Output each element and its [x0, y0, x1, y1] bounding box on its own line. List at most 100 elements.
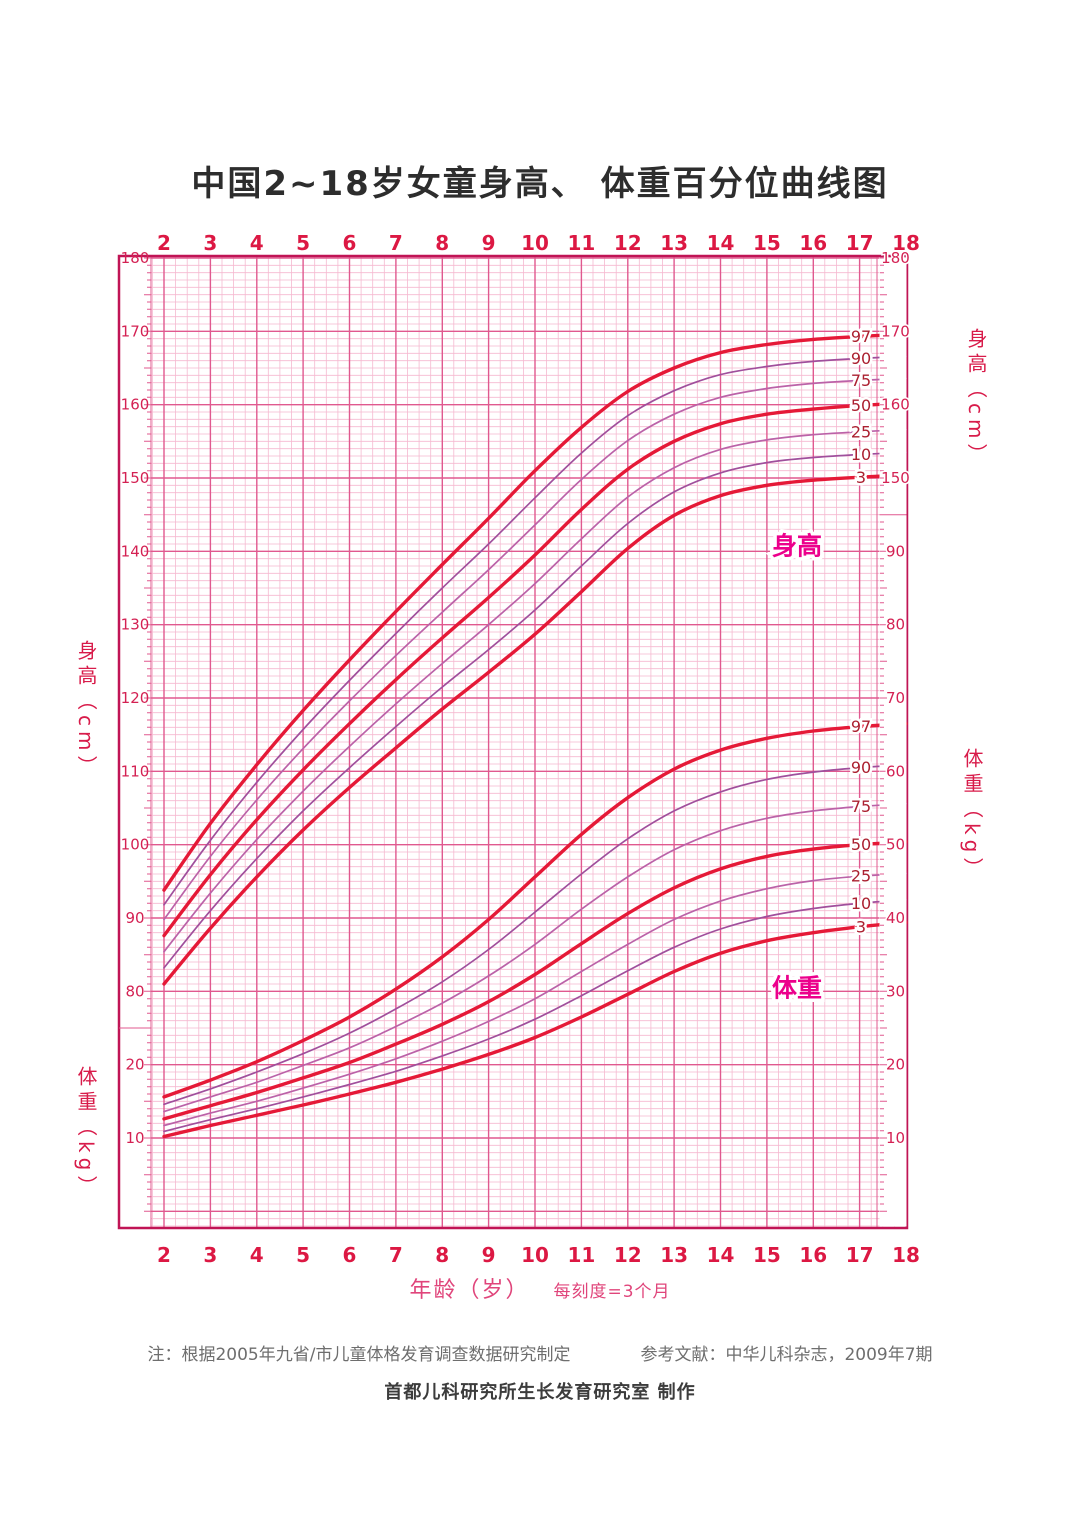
left-height-tick-160: 160: [121, 396, 150, 414]
left-axis-ticks: [144, 256, 878, 1228]
top-age-tick-4: 4: [250, 231, 264, 255]
top-age-tick-5: 5: [296, 231, 310, 255]
left-height-tick-90: 90: [125, 909, 144, 927]
right-weight-tick-50: 50: [886, 836, 905, 854]
weight-percentile-label-50: 50: [851, 835, 871, 854]
weight-series-label: 体重: [772, 974, 822, 1003]
bottom-age-tick-6: 6: [343, 1243, 357, 1267]
right-height-tick-160: 160: [881, 396, 910, 414]
top-age-tick-16: 16: [799, 231, 827, 255]
top-age-tick-3: 3: [203, 231, 217, 255]
height-percentile-label-50: 50: [851, 396, 871, 415]
bottom-age-tick-2: 2: [157, 1243, 171, 1267]
left-height-tick-140: 140: [121, 542, 150, 560]
weight-curve-p3: [162, 920, 908, 1139]
height-percentile-label-10: 10: [851, 445, 871, 464]
left-weight-axis-label: 体重（kg）: [74, 1066, 98, 1201]
left-height-tick-120: 120: [121, 689, 150, 707]
plot-frame: [117, 254, 909, 1230]
top-age-tick-6: 6: [343, 231, 357, 255]
left-weight-tick-20: 20: [125, 1056, 144, 1074]
weight-percentile-label-75: 75: [851, 797, 871, 816]
weight-curve-p90: [163, 763, 907, 1106]
weight-percentile-label-25: 25: [851, 867, 871, 886]
right-height-tick-150: 150: [881, 469, 910, 487]
right-weight-tick-40: 40: [886, 909, 905, 927]
top-age-tick-13: 13: [660, 231, 688, 255]
x-axis-caption-sub: 每刻度=3个月: [553, 1282, 671, 1302]
bottom-age-tick-9: 9: [482, 1243, 496, 1267]
weight-curve-p75: [163, 802, 907, 1113]
footnote-note: 注：根据2005年九省/市儿童体格发育调查数据研究制定: [147, 1345, 571, 1365]
grid-minor: [151, 256, 906, 1228]
left-height-axis-label: 身高（cm）: [74, 640, 98, 781]
right-weight-axis-label: 体重（kg）: [960, 748, 984, 883]
bottom-age-tick-11: 11: [567, 1243, 595, 1267]
top-age-tick-7: 7: [389, 231, 403, 255]
top-age-tick-2: 2: [157, 231, 171, 255]
height-curve-p75: [163, 377, 907, 921]
height-percentile-label-90: 90: [851, 349, 871, 368]
top-age-tick-10: 10: [521, 231, 549, 255]
height-curve-p97: [162, 332, 908, 892]
height-curve-p10: [163, 451, 907, 969]
left-height-tick-80: 80: [125, 982, 144, 1000]
top-age-tick-14: 14: [707, 231, 735, 255]
height-percentile-label-75: 75: [851, 371, 871, 390]
left-height-tick-150: 150: [121, 469, 150, 487]
top-age-tick-9: 9: [482, 231, 496, 255]
top-age-tick-17: 17: [846, 231, 874, 255]
left-weight-tick-10: 10: [125, 1129, 144, 1147]
weight-percentile-label-10: 10: [851, 894, 871, 913]
bottom-age-tick-7: 7: [389, 1243, 403, 1267]
left-height-tick-170: 170: [121, 322, 150, 340]
height-curve-p25: [163, 428, 907, 953]
height-series-label: 身高: [772, 532, 822, 561]
bottom-age-tick-12: 12: [614, 1243, 642, 1267]
weight-percentile-label-3: 3: [856, 917, 866, 936]
height-curve-p50: [162, 401, 908, 938]
right-height-tick-180: 180: [881, 249, 910, 267]
bottom-age-tick-13: 13: [660, 1243, 688, 1267]
left-height-tick-100: 100: [121, 836, 150, 854]
credit-line: 首都儿科研究所生长发育研究室 制作: [384, 1382, 696, 1403]
left-height-tick-130: 130: [121, 616, 150, 634]
top-age-tick-18: 18: [892, 231, 920, 255]
top-age-tick-8: 8: [435, 231, 449, 255]
page-title: 中国2~18岁女童身高、 体重百分位曲线图: [191, 164, 889, 204]
right-weight-tick-80: 80: [886, 616, 905, 634]
top-age-tick-11: 11: [567, 231, 595, 255]
bottom-age-tick-8: 8: [435, 1243, 449, 1267]
weight-curve-p25: [163, 872, 907, 1127]
right-weight-tick-90: 90: [886, 542, 905, 560]
right-weight-tick-70: 70: [886, 689, 905, 707]
bottom-age-tick-17: 17: [846, 1243, 874, 1267]
weight-percentile-label-97: 97: [851, 717, 871, 736]
bottom-age-tick-3: 3: [203, 1243, 217, 1267]
top-age-tick-12: 12: [614, 231, 642, 255]
height-percentile-label-97: 97: [851, 327, 871, 346]
bottom-age-tick-18: 18: [892, 1243, 920, 1267]
height-percentile-label-25: 25: [851, 422, 871, 441]
bottom-age-tick-15: 15: [753, 1243, 781, 1267]
right-weight-tick-20: 20: [886, 1056, 905, 1074]
right-axis-ticks: [119, 257, 907, 1212]
bottom-age-tick-16: 16: [799, 1243, 827, 1267]
x-axis-caption-main: 年龄（岁）: [409, 1278, 530, 1303]
bottom-age-tick-5: 5: [296, 1243, 310, 1267]
bottom-age-tick-14: 14: [707, 1243, 735, 1267]
right-weight-tick-10: 10: [886, 1129, 905, 1147]
right-height-tick-170: 170: [881, 322, 910, 340]
right-weight-tick-30: 30: [886, 982, 905, 1000]
height-percentile-label-3: 3: [856, 468, 866, 487]
left-height-tick-110: 110: [121, 762, 150, 780]
right-height-axis-label: 身高（cm）: [964, 328, 988, 469]
weight-curve-p50: [162, 840, 908, 1121]
footnote-row: 注：根据2005年九省/市儿童体格发育调查数据研究制定 参考文献：中华儿科杂志，…: [0, 1340, 1080, 1365]
right-weight-tick-60: 60: [886, 762, 905, 780]
weight-curve-p10: [163, 898, 907, 1133]
height-curve-p3: [162, 473, 908, 986]
height-curve-p90: [163, 355, 907, 906]
